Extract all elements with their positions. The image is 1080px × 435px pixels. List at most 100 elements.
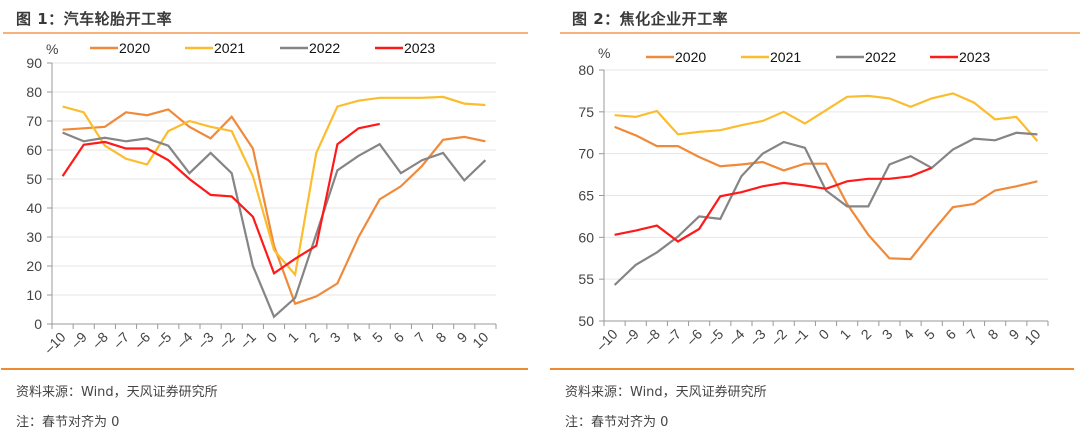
series-line-2021 [614, 92, 1039, 142]
legend-label: 2022 [865, 49, 896, 65]
y-tick-label: 75 [578, 104, 594, 120]
source-note: 资料来源：Wind，天风证券研究所 [565, 385, 767, 400]
series-2022 [613, 131, 1038, 286]
legend-item-2023: 2023 [930, 49, 990, 65]
x-tick-label: –8 [89, 329, 111, 351]
x-tick-label: 8 [432, 329, 449, 346]
legend-label: 2021 [214, 40, 245, 56]
x-tick-label: 8 [984, 326, 1001, 343]
figure-2-coking-operating-rate: 图 2：焦化企业开工率 50 55 60 65 70 75 80% –10 –9 –8 –7 –6 –5… [548, 0, 1080, 435]
x-tick-label: –4 [173, 329, 195, 351]
y-tick-label: 50 [26, 171, 42, 187]
y-tick-label: 80 [26, 84, 42, 100]
x-tick-label: –2 [216, 329, 238, 351]
legend-label: 2020 [675, 49, 706, 65]
x-tick-label: 5 [921, 326, 938, 343]
x-tick-label: –5 [704, 326, 726, 348]
footer-divider [550, 368, 1074, 370]
legend-item-2021: 2021 [741, 49, 801, 65]
y-tick-label: 60 [26, 142, 42, 158]
y-tick-label: 55 [578, 271, 594, 287]
tire-rate-line-chart: 0102030405060708090%–10–9–8–7–6–5–4–3–2–… [26, 40, 497, 357]
gridlines [604, 69, 1048, 280]
y-tick-label: 0 [34, 316, 42, 332]
x-tick-label: –5 [152, 329, 174, 351]
legend-item-2022: 2022 [280, 40, 340, 56]
x-tick-label: 7 [963, 326, 980, 343]
x-tick-label: 7 [411, 329, 428, 346]
series-line-2023 [61, 122, 380, 276]
x-tick-label: –10 [593, 326, 621, 354]
x-tick-label: 0 [815, 326, 832, 343]
x-tick-label: 4 [900, 326, 917, 343]
source-note: 资料来源：Wind，天风证券研究所 [16, 385, 218, 400]
x-tick-label: 2 [858, 326, 875, 343]
x-tick-label: –9 [68, 329, 90, 351]
series-line-2021 [62, 95, 486, 278]
y-tick-label: 80 [578, 62, 594, 78]
x-tick-label: 6 [390, 329, 407, 346]
x-tick-label: –7 [110, 329, 132, 351]
y-tick-label: 30 [26, 229, 42, 245]
alignment-note: 注：春节对齐为 0 [16, 415, 120, 430]
x-tick-label: –9 [620, 326, 642, 348]
x-tick-label: 9 [1006, 326, 1023, 343]
y-tick-label: 10 [26, 287, 42, 303]
y-tick-label: 90 [26, 55, 42, 71]
x-tick-label: –2 [768, 326, 790, 348]
x-tick-label: –8 [641, 326, 663, 348]
x-tick-label: –3 [194, 329, 216, 351]
x-tick-label: 9 [454, 329, 471, 346]
series-2021 [614, 92, 1039, 142]
series-line-2023 [614, 166, 933, 243]
series-2021 [62, 95, 486, 278]
series-line-2020 [614, 125, 1038, 261]
x-tick-label: 0 [263, 329, 280, 346]
legend-label: 2020 [119, 40, 150, 56]
y-axis-unit: % [598, 45, 610, 61]
x-tick-label: 10 [469, 329, 491, 351]
legend-item-2022: 2022 [836, 49, 896, 65]
y-tick-label: 70 [578, 146, 594, 162]
legend-label: 2023 [959, 49, 990, 65]
x-tick-label: 5 [369, 329, 386, 346]
x-tick-label: –3 [746, 326, 768, 348]
x-tick-label: 2 [306, 329, 323, 346]
x-tick-label: 10 [1021, 326, 1043, 348]
legend-label: 2022 [309, 40, 340, 56]
x-tick-label: 3 [879, 326, 896, 343]
series-2023 [61, 122, 380, 276]
series-2023 [614, 166, 933, 243]
y-tick-label: 65 [578, 188, 594, 204]
x-tick-label: –6 [131, 329, 153, 351]
series-2020 [62, 108, 486, 306]
y-tick-label: 20 [26, 258, 42, 274]
x-tick-label: 1 [836, 326, 853, 343]
y-tick-label: 50 [578, 313, 594, 329]
y-tick-label: 60 [578, 229, 594, 245]
figure-title: 图 2：焦化企业开工率 [572, 10, 729, 28]
figure-1-tire-operating-rate: 图 1：汽车轮胎开工率 0 10 20 30 40 50 60 70 80 90% –10 –9 –8–… [0, 0, 528, 435]
x-tick-label: –10 [41, 329, 69, 357]
x-tick-label: 3 [327, 329, 344, 346]
x-tick-label: –6 [683, 326, 705, 348]
x-tick-label: –1 [237, 329, 259, 351]
y-tick-label: 40 [26, 200, 42, 216]
x-tick-label: –1 [789, 326, 811, 348]
gridlines [52, 62, 496, 296]
legend-item-2020: 2020 [90, 40, 150, 56]
series-2022 [62, 131, 487, 319]
alignment-note: 注：春节对齐为 0 [565, 415, 669, 430]
figure-title: 图 1：汽车轮胎开工率 [16, 10, 173, 28]
legend-label: 2021 [770, 49, 801, 65]
y-tick-label: 70 [26, 113, 42, 129]
legend-item-2020: 2020 [646, 49, 706, 65]
title-divider [3, 32, 528, 34]
x-tick-label: 4 [348, 329, 365, 346]
title-divider [560, 32, 1080, 34]
x-tick-label: 1 [284, 329, 301, 346]
footer-divider [1, 368, 528, 370]
legend-item-2021: 2021 [185, 40, 245, 56]
x-tick-label: –4 [725, 326, 747, 348]
